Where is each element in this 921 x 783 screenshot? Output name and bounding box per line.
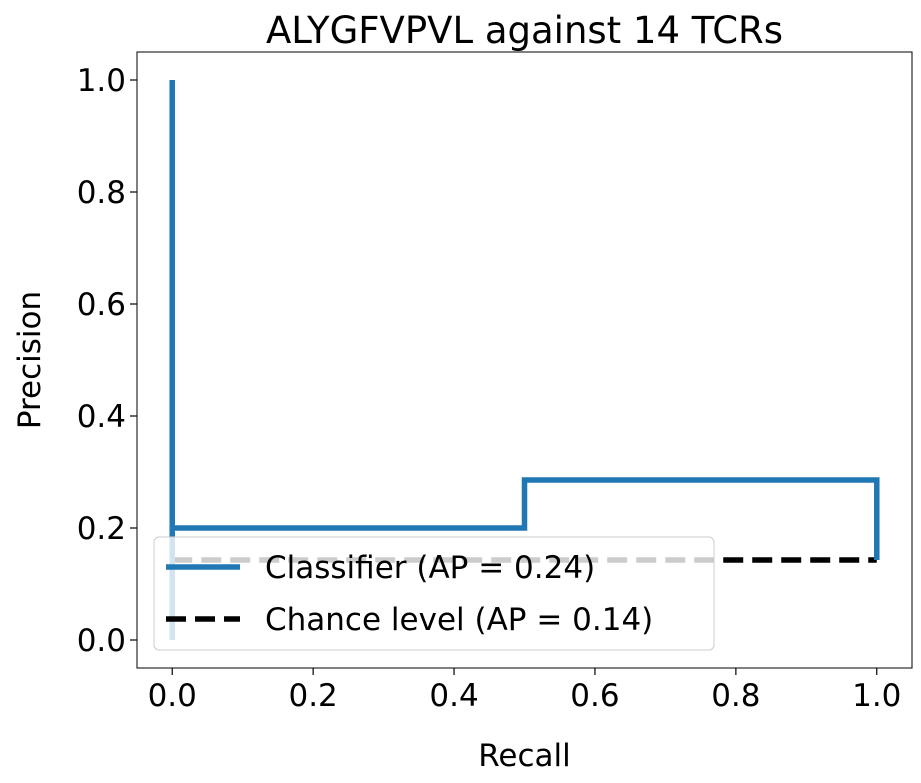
x-axis-label: Recall — [478, 738, 571, 774]
legend: Classifier (AP = 0.24) Chance level (AP =… — [153, 536, 715, 651]
x-tick-label: 0.8 — [711, 678, 760, 714]
x-tick-label: 0.2 — [288, 678, 337, 714]
x-tick-label: 0.0 — [148, 678, 197, 714]
y-tick-label: 0.4 — [77, 399, 126, 435]
y-tick-label: 0.2 — [77, 511, 126, 547]
legend-entry-label: Chance level (AP = 0.14) — [265, 602, 653, 638]
chart-title: ALYGFVPVL against 14 TCRs — [266, 9, 783, 52]
x-tick-label: 1.0 — [852, 678, 901, 714]
legend-box — [153, 536, 715, 651]
classifier-series-line — [169, 80, 880, 640]
x-tick-label: 0.4 — [429, 678, 478, 714]
axes-frame — [136, 51, 913, 669]
y-axis-label: Precision — [12, 291, 48, 429]
x-tick-label: 0.6 — [570, 678, 619, 714]
y-tick-label: 0.6 — [77, 287, 126, 323]
axis-ticks: 0.0 0.2 0.4 0.6 0.8 1.0 0.0 0.2 0.4 0.6 0.8 1.0 — [77, 63, 902, 714]
legend-entry-label: Classifier (AP = 0.24) — [265, 550, 595, 586]
y-tick-label: 1.0 — [77, 63, 126, 99]
y-tick-label: 0.0 — [77, 623, 126, 659]
y-tick-label: 0.8 — [77, 175, 126, 211]
